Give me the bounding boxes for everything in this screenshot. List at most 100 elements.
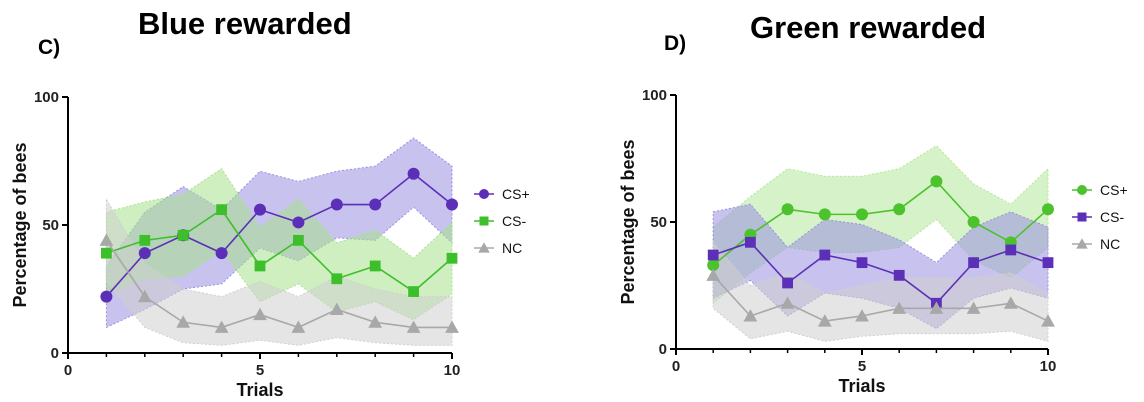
series-line	[106, 208, 453, 293]
data-point	[100, 290, 113, 303]
x-tick-label: 10	[444, 362, 461, 379]
data-point	[407, 167, 420, 180]
data-point	[966, 301, 981, 314]
legend-label: CS-	[502, 213, 526, 229]
data-point	[743, 309, 758, 322]
data-point	[177, 229, 189, 241]
data-point	[1042, 203, 1054, 216]
data-point	[892, 301, 907, 314]
data-point	[819, 249, 831, 261]
data-point	[215, 247, 228, 260]
data-point	[782, 277, 793, 289]
y-axis-title: Percentage of bees	[10, 142, 30, 307]
series-line	[105, 239, 452, 329]
data-point	[968, 257, 979, 269]
series-line	[712, 180, 1049, 266]
data-point	[138, 247, 151, 260]
data-point	[254, 203, 266, 216]
legend-label: NC	[1100, 236, 1120, 252]
confidence-band	[712, 240, 1049, 343]
x-axis-title: Trials	[838, 376, 885, 396]
data-point	[331, 273, 343, 285]
data-point	[780, 296, 795, 309]
x-tick-label: 5	[858, 358, 866, 375]
data-point	[1042, 257, 1054, 269]
chart-panel-green-rewarded: D) Green rewarded 0 50 100 0 5 10 Trials Percen…	[572, 0, 1144, 402]
chart-plot: 0 50 100 0 5 10 Trials Percentage of bees CS+ CS-…	[10, 89, 530, 400]
data-point	[856, 208, 868, 221]
data-point	[1003, 296, 1018, 309]
x-tick-label: 10	[1040, 358, 1057, 375]
data-point	[893, 203, 906, 216]
series-line	[712, 241, 1049, 305]
legend-marker	[1076, 238, 1088, 249]
x-tick-label: 5	[256, 362, 264, 379]
data-point	[929, 301, 944, 314]
data-point	[368, 315, 383, 328]
data-point	[293, 234, 304, 246]
x-axis-title: Trials	[236, 380, 283, 400]
panel-label: C)	[38, 36, 61, 59]
chart-title: Green rewarded	[750, 10, 987, 45]
data-point	[214, 320, 229, 333]
chart-plot: 0 50 100 0 5 10 Trials Percentage of bees CS+ CS-…	[618, 87, 1128, 396]
data-point	[253, 307, 267, 321]
series-line	[105, 172, 453, 298]
confidence-band	[105, 197, 453, 346]
y-axis-title: Percentage of bees	[618, 139, 638, 304]
legend-label: CS+	[502, 186, 530, 202]
legend-marker	[478, 242, 490, 253]
data-point	[967, 216, 980, 228]
data-point	[330, 198, 343, 211]
data-point	[101, 247, 112, 259]
data-point	[406, 320, 421, 333]
panel-label: D)	[664, 32, 687, 55]
data-point	[446, 252, 458, 264]
y-tick-label: 100	[642, 87, 667, 104]
data-point	[408, 286, 419, 297]
data-point	[781, 203, 794, 216]
y-tick-label: 50	[650, 214, 667, 231]
data-point	[856, 257, 868, 269]
data-point	[292, 216, 305, 229]
data-point	[137, 289, 152, 303]
y-tick-label: 50	[42, 217, 59, 234]
data-point	[706, 268, 721, 281]
data-point	[445, 320, 459, 333]
data-point	[1041, 314, 1055, 327]
x-tick-label: 0	[672, 358, 680, 375]
chart-title: Blue rewarded	[138, 6, 352, 41]
legend-label: NC	[502, 240, 522, 256]
data-point	[745, 236, 756, 248]
legend-label: CS-	[1100, 209, 1124, 225]
legend-marker	[1077, 212, 1087, 222]
data-point	[369, 260, 381, 272]
data-point	[176, 315, 191, 328]
y-tick-label: 100	[34, 89, 59, 106]
y-tick-label: 0	[659, 341, 667, 358]
confidence-band	[105, 167, 453, 321]
data-point	[855, 309, 869, 322]
data-point	[254, 260, 266, 272]
data-point	[446, 198, 458, 211]
data-point	[216, 204, 227, 216]
data-point	[329, 302, 344, 315]
data-point	[139, 234, 151, 246]
chart-panel-blue-rewarded: C) Blue rewarded 0 50 100 0 5 10 Trials Percent…	[10, 6, 530, 400]
data-point	[817, 314, 832, 327]
data-point	[707, 249, 719, 261]
series-line	[712, 274, 1049, 322]
x-tick-label: 0	[64, 362, 72, 379]
legend-marker	[479, 189, 489, 199]
data-point	[893, 269, 905, 281]
data-point	[818, 208, 831, 221]
data-point	[369, 198, 382, 211]
data-point	[1005, 244, 1017, 256]
legend-marker	[479, 216, 489, 226]
data-point	[707, 259, 720, 272]
legend-marker	[1077, 185, 1087, 195]
y-tick-label: 0	[51, 345, 59, 362]
data-point	[291, 320, 306, 333]
data-point	[930, 175, 943, 188]
legend-label: CS+	[1100, 182, 1128, 198]
